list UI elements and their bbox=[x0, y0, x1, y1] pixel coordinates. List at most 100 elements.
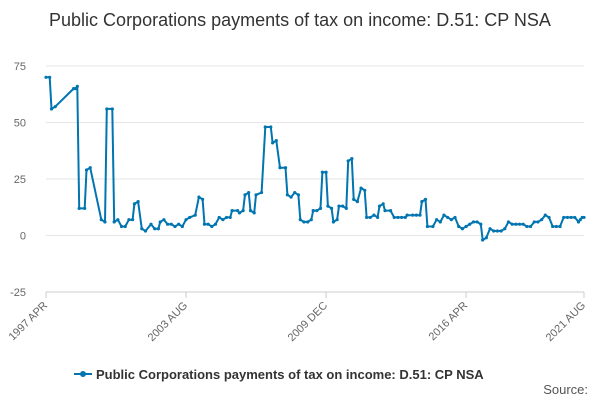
data-point bbox=[388, 209, 393, 213]
data-point bbox=[399, 215, 404, 220]
x-tick-label: 2016 APR bbox=[427, 300, 471, 344]
data-point bbox=[274, 138, 278, 143]
data-point bbox=[243, 193, 247, 197]
data-point bbox=[162, 218, 166, 222]
data-point bbox=[119, 224, 124, 229]
data-point bbox=[110, 107, 114, 111]
data-point bbox=[468, 222, 472, 226]
data-point bbox=[311, 209, 315, 213]
data-point bbox=[217, 215, 221, 220]
data-point bbox=[562, 215, 566, 220]
legend[interactable]: Public Corporations payments of tax on i… bbox=[74, 367, 484, 382]
source-label: Source: bbox=[543, 382, 588, 397]
data-point bbox=[481, 238, 485, 242]
data-point bbox=[517, 222, 522, 226]
data-point bbox=[309, 218, 313, 222]
data-point bbox=[177, 222, 181, 226]
data-point bbox=[536, 220, 540, 224]
data-point bbox=[383, 209, 387, 213]
data-point bbox=[453, 215, 457, 220]
data-point bbox=[230, 209, 234, 213]
data-point bbox=[514, 222, 518, 226]
data-point bbox=[130, 218, 135, 222]
data-point bbox=[528, 224, 533, 229]
data-point bbox=[363, 188, 367, 192]
data-point bbox=[285, 193, 289, 197]
data-point bbox=[318, 206, 323, 210]
data-point bbox=[84, 168, 89, 172]
data-point bbox=[341, 204, 345, 208]
data-point bbox=[48, 75, 52, 79]
data-point bbox=[446, 215, 450, 220]
data-point bbox=[425, 224, 429, 229]
data-point bbox=[414, 213, 418, 217]
data-point bbox=[484, 236, 488, 240]
data-point bbox=[99, 218, 103, 222]
data-point bbox=[331, 220, 336, 224]
data-point bbox=[435, 218, 439, 222]
data-point bbox=[278, 166, 282, 170]
data-point bbox=[475, 220, 479, 224]
data-point bbox=[88, 166, 92, 170]
data-point bbox=[392, 215, 396, 220]
data-point bbox=[298, 218, 302, 222]
data-point bbox=[381, 202, 385, 206]
legend-symbol-marker bbox=[80, 371, 86, 377]
data-point bbox=[337, 204, 341, 208]
data-point bbox=[140, 227, 144, 231]
data-point bbox=[449, 218, 453, 222]
data-point bbox=[565, 215, 570, 220]
data-point bbox=[75, 84, 79, 88]
data-point bbox=[355, 200, 359, 204]
data-point bbox=[77, 206, 81, 210]
x-tick-label: 2021 AUG bbox=[544, 300, 588, 344]
data-point bbox=[377, 204, 382, 208]
data-point bbox=[372, 213, 376, 217]
data-point bbox=[499, 229, 503, 233]
data-point bbox=[503, 227, 507, 231]
data-point bbox=[143, 229, 148, 233]
data-point bbox=[492, 229, 496, 233]
data-point bbox=[495, 229, 500, 233]
data-point bbox=[259, 190, 264, 195]
data-point bbox=[221, 218, 225, 222]
data-point bbox=[271, 141, 275, 145]
data-point bbox=[210, 224, 214, 229]
data-point bbox=[350, 157, 354, 161]
data-point bbox=[368, 215, 372, 220]
data-point bbox=[247, 190, 251, 195]
data-point bbox=[237, 211, 242, 215]
y-tick-label: 0 bbox=[20, 231, 26, 243]
data-point bbox=[582, 215, 586, 220]
data-point bbox=[364, 215, 369, 220]
data-point bbox=[252, 211, 256, 215]
data-point bbox=[573, 215, 577, 220]
data-point bbox=[405, 213, 409, 217]
data-point bbox=[420, 200, 424, 204]
data-point bbox=[49, 107, 54, 111]
data-point bbox=[326, 204, 330, 208]
data-point bbox=[540, 218, 544, 222]
data-point bbox=[241, 209, 245, 213]
data-point bbox=[547, 215, 551, 220]
data-point bbox=[460, 227, 464, 231]
data-point bbox=[184, 218, 188, 222]
data-point bbox=[224, 215, 229, 220]
data-point bbox=[289, 195, 293, 199]
x-tick-label: 2009 DEC bbox=[286, 300, 330, 344]
data-point bbox=[296, 193, 301, 197]
data-point bbox=[457, 224, 461, 229]
data-point bbox=[136, 200, 140, 204]
data-point bbox=[228, 215, 232, 220]
x-tick-label: 2003 AUG bbox=[146, 300, 190, 344]
data-point bbox=[488, 227, 492, 231]
data-point bbox=[188, 215, 192, 220]
data-point bbox=[479, 222, 483, 226]
data-point bbox=[352, 197, 356, 201]
data-point bbox=[306, 220, 310, 224]
data-point bbox=[169, 222, 173, 226]
y-tick-label: 75 bbox=[14, 61, 26, 73]
data-point bbox=[44, 75, 48, 79]
y-tick-label: -25 bbox=[10, 287, 26, 299]
